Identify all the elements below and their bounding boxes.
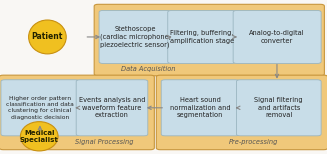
Ellipse shape: [20, 122, 58, 151]
Text: Medical
Specialist: Medical Specialist: [20, 130, 59, 143]
FancyBboxPatch shape: [233, 10, 321, 63]
FancyBboxPatch shape: [76, 80, 148, 136]
Text: Filtering, buffering,
amplification stage: Filtering, buffering, amplification stag…: [170, 30, 234, 44]
FancyBboxPatch shape: [168, 10, 236, 63]
Text: Stethoscope
(cardiac microphone,
piezoelectric sensor): Stethoscope (cardiac microphone, piezoel…: [99, 26, 170, 48]
Text: Data Acquisition: Data Acquisition: [121, 65, 176, 72]
Text: Analog-to-digital
converter: Analog-to-digital converter: [249, 30, 305, 44]
Text: Heart sound
normalization and
segmentation: Heart sound normalization and segmentati…: [170, 97, 231, 118]
Text: Pre-processing: Pre-processing: [229, 139, 278, 145]
FancyBboxPatch shape: [161, 80, 239, 136]
FancyBboxPatch shape: [236, 80, 321, 136]
FancyBboxPatch shape: [1, 80, 79, 136]
FancyBboxPatch shape: [94, 4, 324, 76]
Text: Patient: Patient: [32, 32, 63, 41]
FancyBboxPatch shape: [156, 75, 327, 150]
Text: Signal Processing: Signal Processing: [75, 139, 134, 145]
Ellipse shape: [29, 20, 66, 54]
FancyBboxPatch shape: [0, 75, 154, 150]
Text: Signal filtering
and artifacts
removal: Signal filtering and artifacts removal: [254, 97, 303, 118]
Text: Events analysis and
waveform feature
extraction: Events analysis and waveform feature ext…: [79, 97, 145, 118]
FancyBboxPatch shape: [99, 10, 171, 63]
Text: Higher order pattern
classification and data
clustering for clinical
diagnostic : Higher order pattern classification and …: [6, 96, 74, 120]
